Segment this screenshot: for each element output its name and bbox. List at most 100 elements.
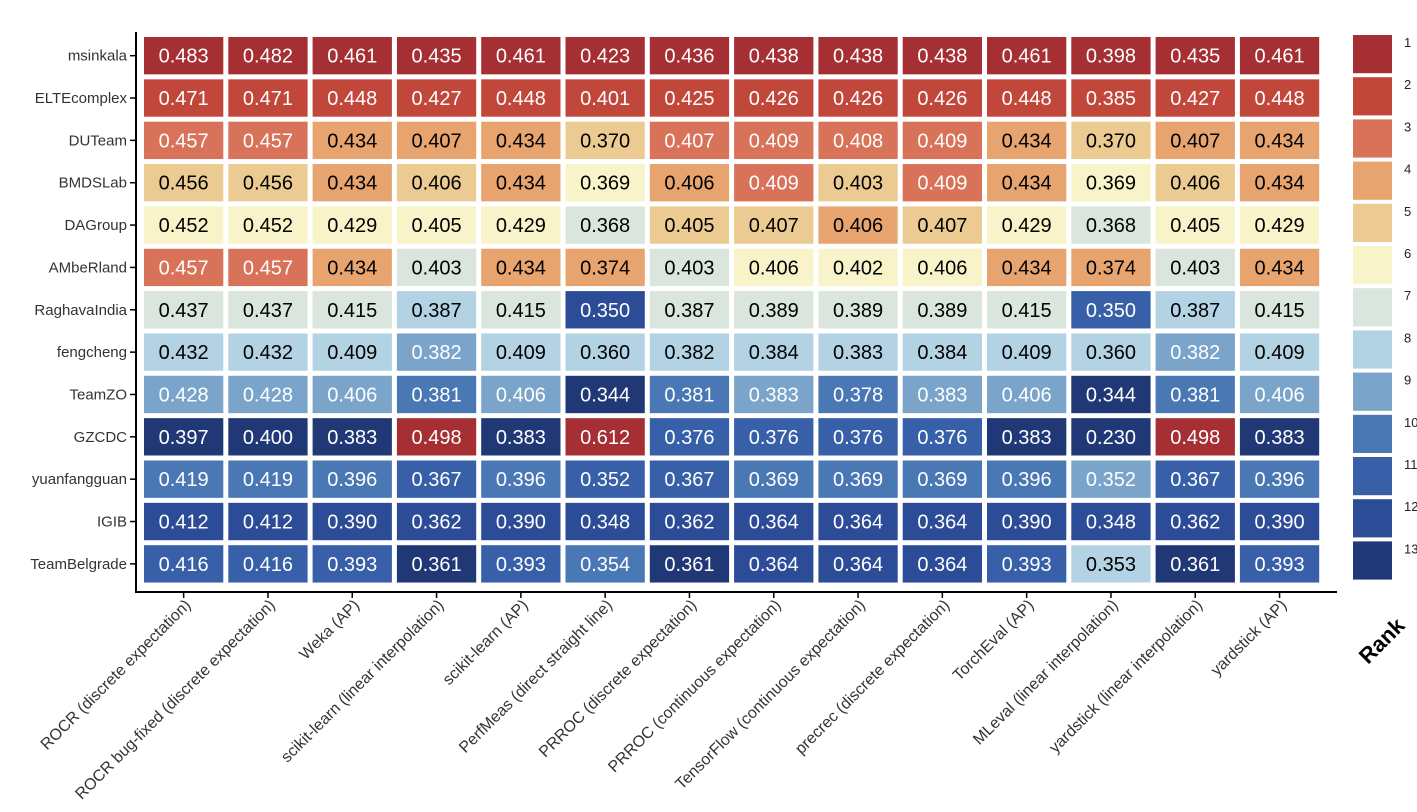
heatmap-cell — [1155, 37, 1235, 75]
heatmap-cell — [144, 248, 224, 287]
heatmap-cell — [734, 79, 814, 117]
cell-value-label: 0.457 — [243, 257, 293, 279]
heatmap-cell — [734, 545, 814, 583]
cell-value-label: 0.362 — [1170, 512, 1220, 534]
cell-value-label: 0.230 — [1086, 427, 1136, 449]
heatmap-cell — [1071, 333, 1151, 371]
cell-value-label: 0.367 — [664, 469, 714, 491]
column-label: ROCR bug-fixed (discrete expectation) — [72, 597, 278, 803]
cell-value-label: 0.381 — [1170, 384, 1220, 406]
cell-value-label: 0.393 — [496, 554, 546, 576]
column-label: PRROC (continuous expectation) — [605, 597, 784, 776]
heatmap-cell — [734, 206, 814, 244]
cell-value-label: 0.382 — [412, 342, 462, 364]
cell-value-label: 0.461 — [496, 46, 546, 68]
cell-value-label: 0.498 — [412, 427, 462, 449]
cell-value-label: 0.434 — [496, 130, 546, 152]
row-label: msinkala — [68, 48, 128, 65]
column-label: scikit-learn (AP) — [440, 597, 532, 689]
legend-label: 11 — [1404, 457, 1417, 472]
cell-value-label: 0.457 — [159, 257, 209, 279]
heatmap-cell — [1239, 418, 1320, 456]
column-label: PRROC (discrete expectation) — [536, 597, 700, 761]
cell-value-label: 0.364 — [917, 554, 967, 576]
cell-value-label: 0.396 — [1002, 469, 1052, 491]
heatmap-cell — [396, 333, 477, 371]
cell-value-label: 0.415 — [1255, 300, 1305, 322]
legend-label: 12 — [1404, 499, 1417, 514]
cell-value-label: 0.426 — [749, 88, 799, 110]
cell-value-label: 0.471 — [243, 88, 293, 110]
heatmap-cell — [144, 164, 224, 202]
heatmap-cell — [987, 164, 1067, 202]
heatmap-cell — [1239, 248, 1320, 287]
cell-value-label: 0.367 — [1170, 469, 1220, 491]
heatmap-cell — [396, 502, 477, 541]
cell-value-label: 0.383 — [496, 427, 546, 449]
heatmap-cell — [902, 164, 982, 202]
heatmap-cell — [734, 502, 814, 541]
heatmap-cell — [481, 502, 561, 541]
cell-value-label: 0.406 — [749, 257, 799, 279]
heatmap-cell — [818, 37, 898, 75]
heatmap-cell — [987, 206, 1067, 244]
cell-value-label: 0.381 — [664, 384, 714, 406]
heatmap-cell — [902, 502, 982, 541]
cell-value-label: 0.362 — [412, 512, 462, 534]
heatmap-cell — [228, 333, 308, 371]
cell-value-label: 0.434 — [1002, 173, 1052, 195]
cell-value-label: 0.361 — [412, 554, 462, 576]
heatmap-cell — [565, 37, 645, 75]
heatmap-cell — [481, 79, 561, 117]
cell-value-label: 0.415 — [1002, 300, 1052, 322]
row-label: ELTEcomplex — [35, 90, 128, 107]
cell-value-label: 0.403 — [412, 257, 462, 279]
heatmap-cell — [1155, 206, 1235, 244]
row-label: yuanfangguan — [32, 471, 127, 488]
legend-swatch — [1353, 499, 1392, 538]
heatmap-cell — [396, 460, 477, 498]
cell-value-label: 0.352 — [580, 469, 630, 491]
column-label: precrec (discrete expectation) — [792, 597, 953, 758]
heatmap-cell — [1155, 460, 1235, 498]
row-label: TeamZO — [69, 386, 127, 403]
heatmap-cell — [1239, 164, 1320, 202]
cell-value-label: 0.401 — [580, 88, 630, 110]
heatmap-cell — [144, 121, 224, 160]
cell-value-label: 0.461 — [327, 46, 377, 68]
column-label: TensorFlow (continuous expectation) — [673, 597, 869, 793]
heatmap-cell — [1155, 418, 1235, 456]
cell-value-label: 0.361 — [664, 554, 714, 576]
cell-value-label: 0.409 — [917, 130, 967, 152]
heatmap-cell — [481, 248, 561, 287]
cell-value-label: 0.448 — [496, 88, 546, 110]
legend-label: 9 — [1404, 373, 1411, 388]
row-label: GZCDC — [74, 429, 127, 446]
cell-value-label: 0.435 — [412, 46, 462, 68]
heatmap-cell — [987, 37, 1067, 75]
cell-value-label: 0.457 — [159, 130, 209, 152]
heatmap-cell — [565, 248, 645, 287]
cell-value-label: 0.452 — [159, 215, 209, 237]
heatmap-cell — [312, 333, 392, 371]
cell-value-label: 0.369 — [833, 469, 883, 491]
heatmap-cell — [1071, 248, 1151, 287]
heatmap-cell — [312, 121, 392, 160]
heatmap-cell — [902, 121, 982, 160]
cell-value-label: 0.456 — [159, 173, 209, 195]
cell-value-label: 0.416 — [243, 554, 293, 576]
heatmap-cell — [1239, 375, 1320, 414]
legend-label: 6 — [1404, 246, 1411, 261]
heatmap-cell — [396, 206, 477, 244]
cell-value-label: 0.374 — [1086, 257, 1136, 279]
heatmap-cell — [649, 375, 730, 414]
cell-value-label: 0.457 — [243, 130, 293, 152]
cell-value-label: 0.426 — [833, 88, 883, 110]
legend-swatch — [1353, 77, 1392, 116]
legend-swatch — [1353, 203, 1392, 242]
row-label: BMDSLab — [59, 175, 127, 192]
cell-value-label: 0.426 — [917, 88, 967, 110]
heatmap-cell — [312, 291, 392, 329]
heatmap-cell — [144, 418, 224, 456]
heatmap-cell — [987, 460, 1067, 498]
